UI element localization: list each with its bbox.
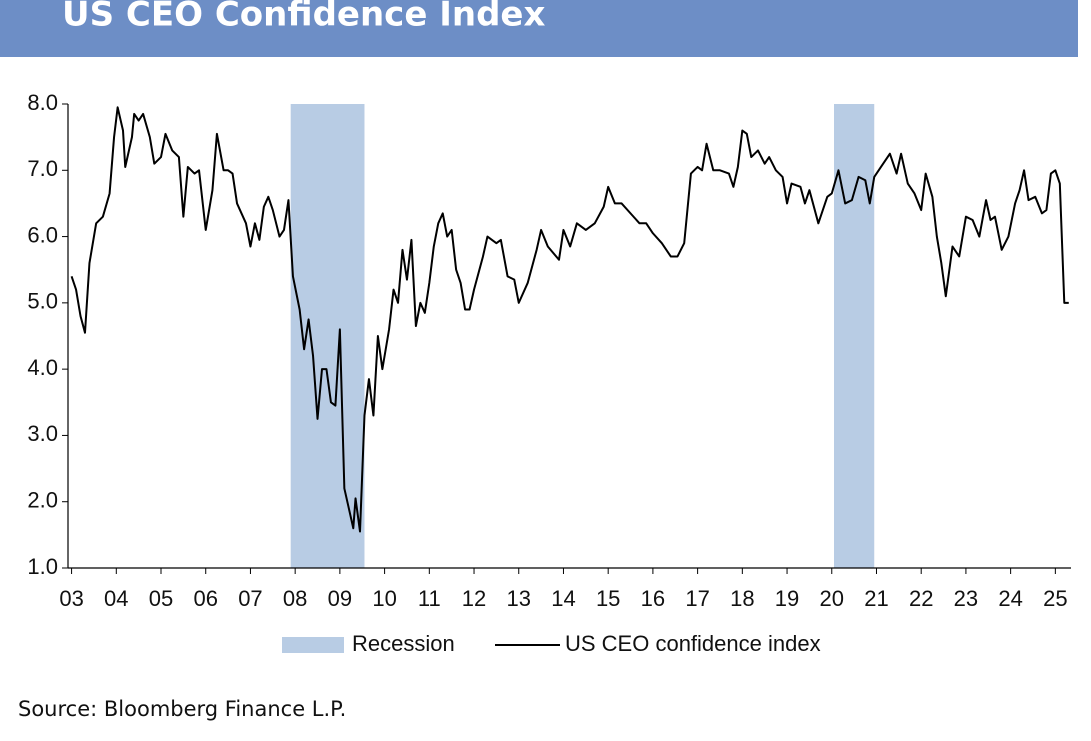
x-tick-label: 14 [551, 586, 575, 611]
x-tick-label: 19 [775, 586, 799, 611]
y-tick-label: 5.0 [27, 289, 58, 314]
x-tick-label: 03 [59, 586, 83, 611]
x-tick-label: 23 [954, 586, 978, 611]
x-tick-label: 13 [507, 586, 531, 611]
y-tick-label: 3.0 [27, 421, 58, 446]
x-tick-label: 10 [372, 586, 396, 611]
chart-title: US CEO Confidence Index [62, 0, 545, 35]
x-tick-label: 18 [730, 586, 754, 611]
x-tick-label: 12 [462, 586, 486, 611]
y-tick-label: 6.0 [27, 222, 58, 247]
y-tick-label: 2.0 [27, 488, 58, 513]
x-tick-label: 20 [820, 586, 844, 611]
source-note: Source: Bloomberg Finance L.P. [18, 697, 346, 721]
title-banner [0, 0, 1078, 57]
x-tick-label: 06 [193, 586, 217, 611]
x-tick-label: 09 [328, 586, 352, 611]
legend-label: Recession [352, 631, 455, 656]
y-tick-label: 4.0 [27, 355, 58, 380]
x-tick-label: 22 [909, 586, 933, 611]
y-tick-label: 1.0 [27, 554, 58, 579]
x-tick-label: 15 [596, 586, 620, 611]
x-tick-label: 16 [641, 586, 665, 611]
x-tick-label: 07 [238, 586, 262, 611]
x-tick-label: 05 [149, 586, 173, 611]
line-series [70, 106, 1069, 533]
legend-swatch [282, 637, 344, 653]
y-tick-label: 8.0 [27, 90, 58, 115]
x-tick-label: 08 [283, 586, 307, 611]
x-tick-label: 04 [104, 586, 128, 611]
x-tick-label: 21 [864, 586, 888, 611]
x-tick-label: 11 [418, 586, 441, 611]
y-tick-label: 7.0 [27, 156, 58, 181]
x-tick-label: 17 [685, 586, 709, 611]
legend-label: US CEO confidence index [565, 631, 821, 656]
x-tick-label: 25 [1043, 586, 1067, 611]
x-tick-label: 24 [998, 586, 1022, 611]
